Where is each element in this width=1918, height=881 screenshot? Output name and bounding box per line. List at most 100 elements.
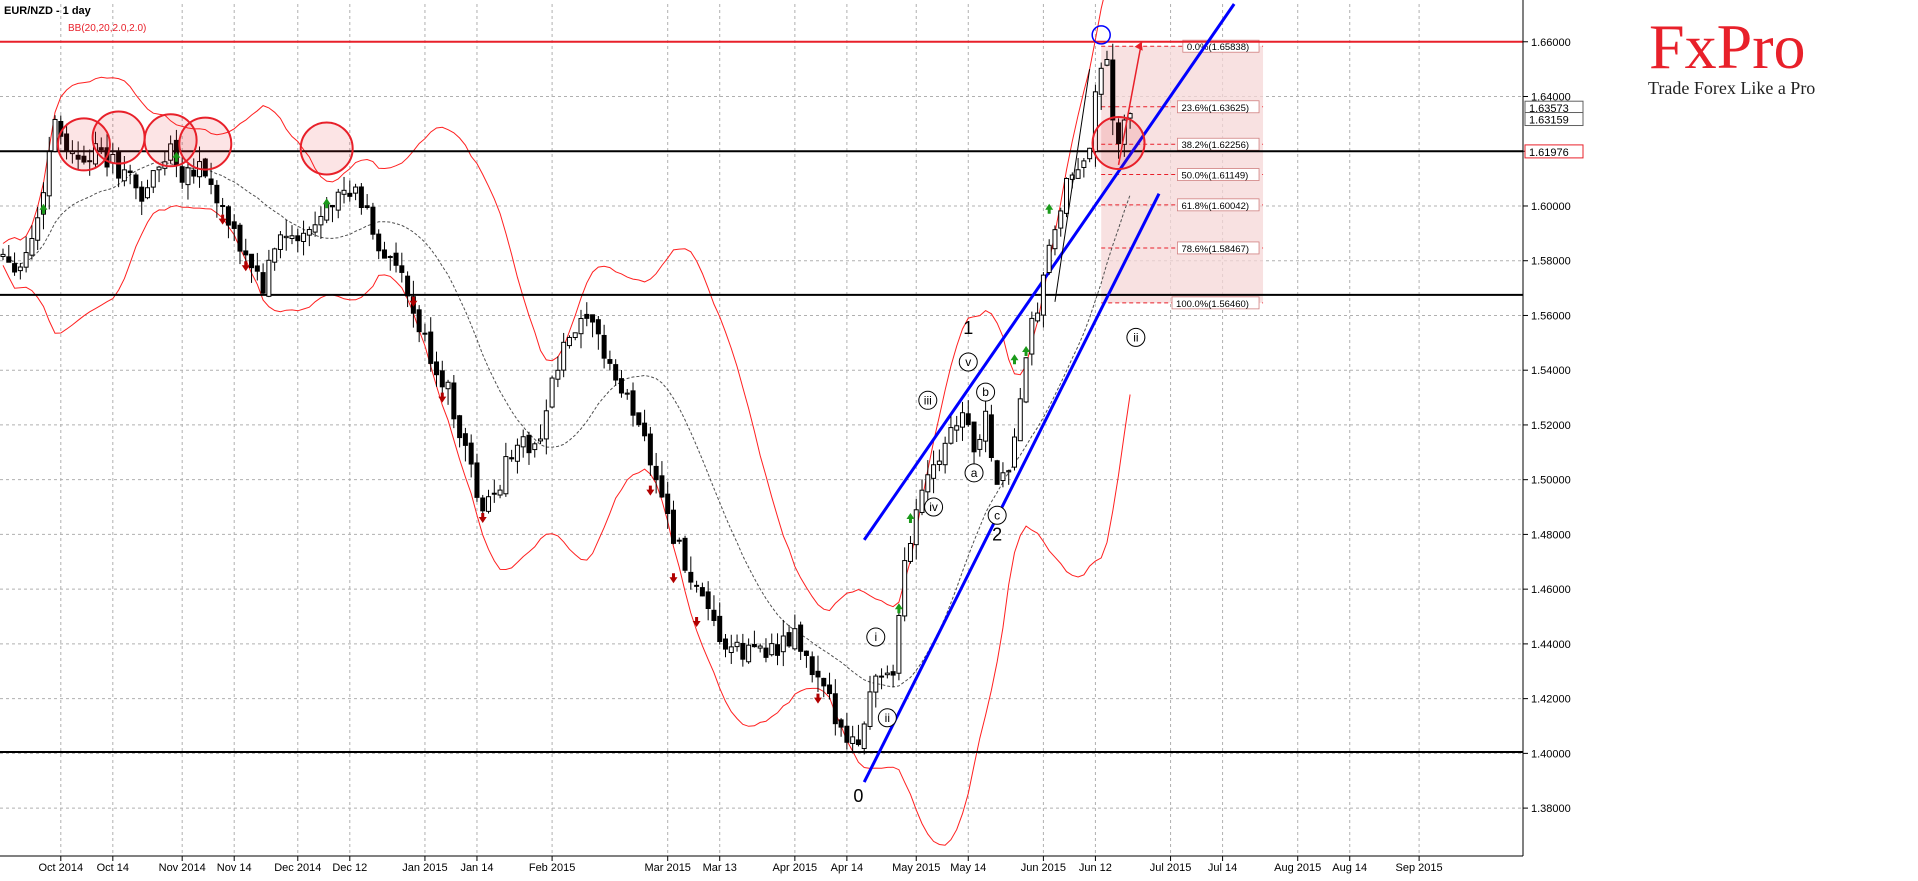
candle-body [798,624,804,652]
x-tick-label: Mar 2015 [644,862,690,874]
candle-body [971,421,977,453]
y-tick-label: 1.58000 [1531,256,1571,268]
candle-body [191,169,197,177]
bollinger-middle [2,161,1131,688]
wave-label: a [971,466,978,480]
fib-level-label: 0.0%(1.65838) [1187,42,1249,53]
candle-body [312,224,318,233]
y-tick-label: 1.40000 [1531,748,1571,760]
candle-body [1081,160,1087,168]
highlight-circle [178,116,233,171]
candle-body [867,691,873,727]
candle-body [509,457,515,460]
candle-body [925,474,931,493]
candle-body [1104,59,1110,66]
candle-body [220,205,226,208]
bollinger-lower [2,205,1131,846]
candle-body [277,234,283,250]
candle-body [1075,169,1081,179]
candle-body [1000,472,1006,482]
candle-body [405,275,411,297]
candle-body [295,235,301,242]
highlight-circle [1091,116,1146,171]
candle-body [572,332,578,338]
x-tick-label: Dec 12 [332,862,367,874]
fib-level-label: 100.0%(1.56460) [1176,299,1249,310]
y-tick-label: 1.60000 [1531,201,1571,213]
candle-body [69,151,75,155]
candle-body [717,615,723,643]
candle-body [462,433,468,446]
buy-arrow [906,512,915,523]
candle-body [75,154,81,160]
candle-body [150,170,156,188]
candle-body [803,650,809,656]
fib-level-box [1177,241,1260,255]
candle-body [422,332,428,335]
wave-label: iii [924,393,932,407]
x-tick-label: Jun 12 [1079,862,1112,874]
x-tick-label: Jan 2015 [402,862,447,874]
candle-body [318,215,324,226]
brand-tagline: Trade Forex Like a Pro [1648,78,1815,98]
sell-arrow [478,512,487,523]
candle-body [1058,210,1064,229]
x-tick-label: Jan 14 [460,862,493,874]
candle-body [1035,312,1041,322]
sell-arrow [813,693,822,704]
wave-label-circle [866,627,886,647]
candle-body [792,628,798,650]
candle-body [959,412,965,428]
candle-body [809,656,815,676]
projection-arrow [1117,41,1143,166]
highlight-circle [143,113,198,168]
x-tick-label: Nov 2014 [159,862,206,874]
candle-body [965,413,971,426]
candle-body [896,614,902,674]
candle-body [775,644,781,656]
candle-body [902,560,908,617]
wave-label-circle [877,708,897,728]
candle-body [682,537,688,571]
buy-arrow [172,151,181,162]
sell-arrow [438,392,447,403]
candle-body [439,370,445,388]
highlight-circle [91,110,146,165]
candle-body [647,433,653,466]
candle-body [202,158,208,177]
candle-body [890,671,896,676]
candle-body [1012,436,1017,468]
candle-body [428,331,434,364]
y-tick-label: 1.44000 [1531,639,1571,651]
candle-body [12,263,18,273]
x-tick-label: Oct 2014 [38,862,83,874]
fib-level-box [1177,137,1260,151]
candle-body [376,233,382,252]
candle-body [520,436,526,448]
candle-body [387,255,393,258]
candle-body [491,492,497,495]
x-tick-label: Aug 2015 [1274,862,1321,874]
candle-body [879,675,885,678]
wave-label: 2 [992,524,1002,544]
fib-level-box [1177,168,1260,181]
candle-body [549,377,555,408]
candle-body [618,378,624,394]
candle-body [1040,274,1046,316]
price-marker-box [1524,112,1584,127]
wave-label: ii [885,711,890,725]
candle-body [480,497,486,512]
candle-body [486,496,492,512]
x-tick-label: Apr 2015 [773,862,818,874]
candle-body [780,635,786,653]
candle-body [884,672,890,676]
candle-body [497,489,503,496]
candle-body [474,462,480,498]
highlight-circle [56,117,111,172]
fib-level-box [1177,100,1260,114]
candle-body [214,184,220,204]
buy-arrow [322,198,331,209]
wave-label-circle [976,382,996,402]
candle-body [942,442,948,466]
y-tick-label: 1.52000 [1531,420,1571,432]
